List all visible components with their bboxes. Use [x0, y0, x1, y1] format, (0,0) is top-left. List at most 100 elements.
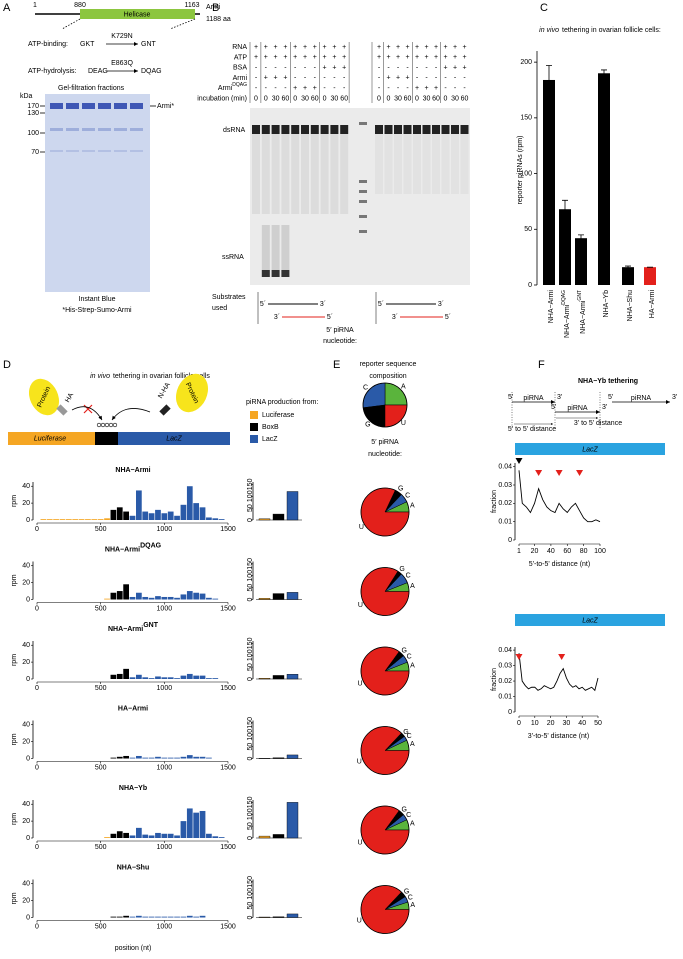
legend-label: Luciferase — [262, 412, 294, 419]
lane-mark: + — [274, 54, 278, 61]
label: Substrates — [212, 294, 246, 301]
coverage-bar — [186, 755, 193, 759]
y-tick-label: 0 — [247, 836, 254, 840]
track-title: NHA−Armi — [115, 467, 150, 474]
lane-mark: - — [343, 85, 346, 92]
label: 3´ — [438, 301, 444, 308]
label: HA — [64, 392, 75, 404]
y-tick-label: 150 — [247, 478, 254, 490]
row-label-main: Armi — [233, 75, 248, 82]
lane-mark: + — [293, 85, 297, 92]
y-tick-label: 0 — [508, 537, 512, 544]
label: 3' to 5' distance — [574, 420, 622, 427]
coverage-bar — [155, 676, 161, 679]
track-title-sup: DQAG — [140, 543, 162, 550]
coverage-bar — [180, 504, 187, 520]
label: BoxB — [98, 435, 115, 442]
gel-smear — [340, 134, 349, 214]
pie-label: C — [406, 573, 411, 580]
y-tick-label: 100 — [520, 170, 532, 177]
x-tick-label: 1500 — [220, 844, 236, 851]
ladder-band — [359, 190, 367, 193]
x-tick-label: 60 — [563, 548, 571, 555]
pie-label: G — [365, 421, 370, 428]
lane-mark: - — [294, 75, 297, 82]
label: 5´ — [327, 314, 333, 321]
production-bar — [272, 593, 285, 600]
coverage-bar — [186, 808, 193, 838]
gel-band — [261, 270, 270, 277]
coverage-bar — [148, 757, 155, 759]
coverage-bar — [161, 596, 168, 600]
lane-mark: 0 — [254, 95, 258, 102]
coverage-bar — [180, 916, 187, 918]
lane-mark: + — [462, 54, 466, 61]
y-tick-label: 40 — [22, 563, 30, 570]
coverage-bar — [136, 915, 142, 918]
gel-band — [98, 150, 111, 152]
label: Armi* — [157, 103, 174, 110]
ladder-band — [359, 122, 367, 125]
row-label-sup: DQAG — [232, 83, 247, 89]
lane-mark: + — [424, 85, 428, 92]
coverage-bar — [110, 674, 117, 679]
pie-label: G — [399, 566, 404, 573]
label: 3´ — [320, 301, 326, 308]
lane-mark: - — [284, 85, 287, 92]
coverage-bar — [199, 593, 206, 600]
lane-mark: - — [255, 75, 258, 82]
coverage-bar — [206, 597, 212, 600]
coverage-bar — [59, 519, 66, 520]
lane-mark: + — [443, 54, 447, 61]
label: piRNA — [631, 395, 652, 402]
lane-mark: + — [405, 44, 409, 51]
lane-mark: + — [424, 54, 428, 61]
row-label-main: BSA — [233, 64, 247, 71]
gel-band — [310, 125, 319, 134]
y-tick-label: 20 — [22, 897, 30, 904]
coverage-bar — [212, 678, 219, 679]
y-tick-label: 40 — [22, 483, 30, 490]
lane-mark: - — [406, 85, 409, 92]
x-tick-label: 80 — [580, 548, 588, 555]
gel-smear — [394, 134, 402, 194]
coverage-bar — [193, 675, 200, 679]
lane-mark: + — [313, 85, 317, 92]
coverage-bar — [199, 507, 206, 520]
y-tick-label: 0 — [26, 755, 30, 762]
x-tick-label: 1500 — [220, 764, 236, 771]
label: Helicase — [124, 11, 151, 18]
x-tick-label: 0 — [517, 720, 521, 727]
lane-mark: + — [342, 64, 346, 71]
production-bar — [258, 518, 271, 521]
gel-smear — [403, 134, 412, 194]
coverage-bar — [123, 668, 129, 679]
coverage-bar — [212, 518, 219, 520]
coverage-bar — [161, 833, 168, 838]
gel-band — [50, 150, 63, 152]
x-tick-label-main: NHA−Armi — [580, 300, 587, 334]
row-label-main: incubation (min) — [197, 95, 247, 102]
y-axis-label: fraction — [491, 490, 498, 513]
x-tick-label: 500 — [95, 844, 107, 851]
production-bar — [258, 678, 271, 680]
coverage-bar — [212, 836, 219, 838]
label: 5′ piRNA — [326, 327, 354, 334]
lane-mark: + — [386, 44, 390, 51]
coverage-bar — [110, 757, 117, 759]
gel-band — [82, 103, 95, 109]
lane-mark: 30 — [394, 95, 402, 102]
panel-label: A — [3, 2, 11, 14]
lane-mark: + — [293, 54, 297, 61]
track-title-sup: GNT — [143, 622, 159, 629]
lane-mark: - — [378, 85, 381, 92]
coverage-bar — [180, 756, 187, 759]
row-label: ATP — [234, 54, 247, 61]
gel-band — [403, 125, 412, 134]
x-tick-label: 40 — [578, 720, 586, 727]
lane-mark: + — [274, 75, 278, 82]
gel-band — [114, 128, 127, 131]
coverage-bar — [116, 831, 123, 838]
coverage-bar — [53, 519, 59, 520]
panel-label: C — [540, 2, 548, 14]
